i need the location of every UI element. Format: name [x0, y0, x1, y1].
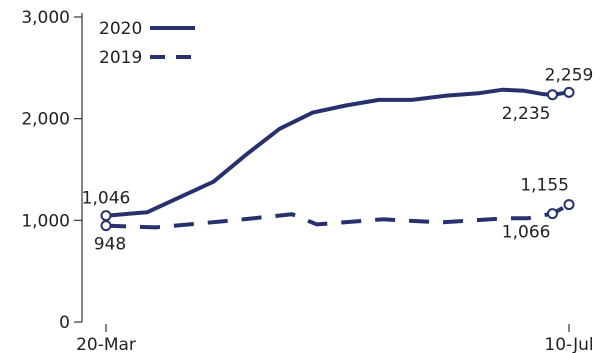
y-tick-label: 3,000 — [21, 8, 70, 28]
x-tick-label: 20-Mar — [76, 335, 136, 353]
data-point-marker — [563, 199, 575, 211]
chart-series-layer: 1,046 2,235 2,259 948 1,066 1,155 — [82, 65, 594, 254]
data-point-marker — [100, 220, 112, 232]
y-tick-label: 2,000 — [21, 110, 70, 130]
series-line-2020 — [105, 87, 570, 218]
data-point-marker — [100, 210, 112, 222]
series-line-2019 — [105, 202, 570, 230]
data-label: 2,259 — [545, 65, 594, 85]
data-label: 1,066 — [502, 223, 551, 243]
y-tick-label: 0 — [59, 313, 70, 333]
x-tick-label: 10-Jul — [544, 335, 593, 353]
data-point-marker — [546, 89, 558, 101]
data-point-marker — [563, 86, 575, 98]
legend-label-2019: 2019 — [99, 48, 142, 68]
data-label: 1,046 — [82, 189, 131, 209]
y-tick-label: 1,000 — [21, 211, 70, 231]
legend-label-2020: 2020 — [99, 19, 142, 39]
chart-legend: 2020 2019 — [99, 19, 195, 68]
data-point-marker — [546, 208, 558, 220]
data-label: 1,155 — [520, 176, 569, 196]
data-label: 948 — [94, 235, 126, 255]
chart-axes: 0 1,000 2,000 3,000 20-Mar 10-Jul — [21, 8, 593, 353]
data-label: 2,235 — [502, 104, 551, 124]
